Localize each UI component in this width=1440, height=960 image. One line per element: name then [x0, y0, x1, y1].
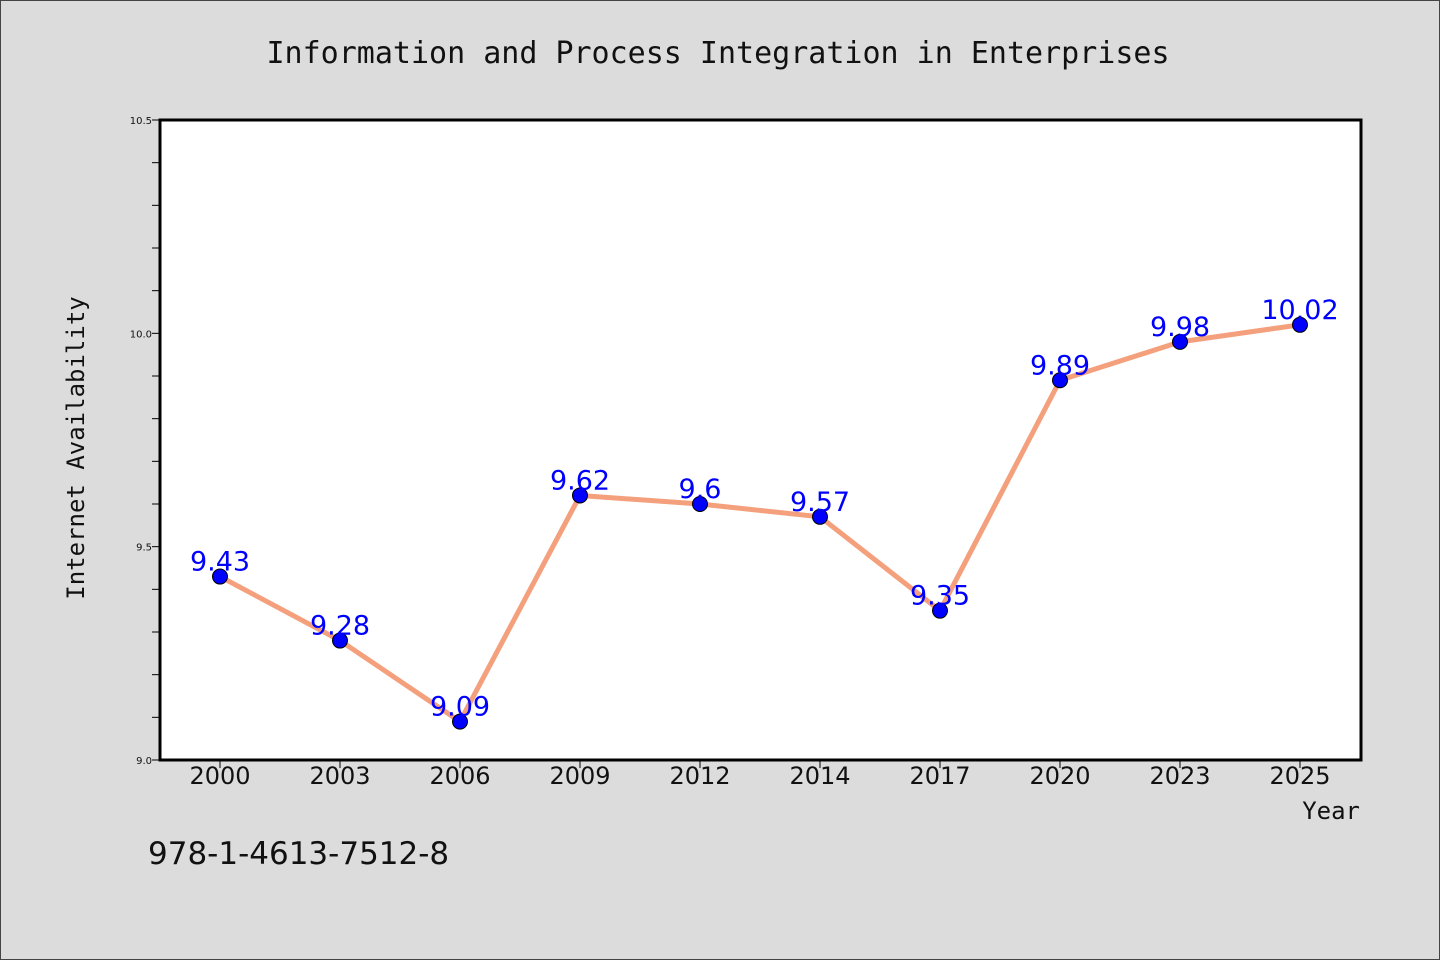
data-label: 9.57 — [790, 487, 850, 518]
series-line — [217, 322, 1303, 725]
plot-area — [158, 118, 1363, 762]
data-point — [452, 713, 468, 730]
x-tick-label: 2006 — [429, 762, 490, 790]
data-point — [572, 487, 588, 504]
series-group: 9.43 9.28 9.09 9.62 9.6 9.57 9.35 9.89 9.98 10.02 — [190, 295, 1339, 730]
x-tick-label: 2023 — [1149, 762, 1210, 790]
data-label: 9.43 — [190, 547, 250, 578]
data-label: 9.89 — [1030, 350, 1090, 381]
x-tick-label: 2000 — [189, 762, 250, 790]
data-point — [812, 508, 828, 525]
y-tick-label: 10.0 — [130, 329, 152, 340]
x-tick-label: 2003 — [309, 762, 370, 790]
data-label: 9.62 — [550, 465, 610, 496]
x-tick-label: 2012 — [669, 762, 730, 790]
data-label: 9.09 — [430, 692, 490, 723]
x-tick-label: 2025 — [1269, 762, 1330, 790]
isbn-label: 978-1-4613-7512-8 — [148, 836, 449, 872]
x-tick-label: 2009 — [549, 762, 610, 790]
data-point — [1292, 316, 1308, 333]
y-axis: 9.0 9.5 10.0 10.5 — [130, 116, 160, 767]
data-label: 10.02 — [1261, 295, 1338, 326]
data-label: 9.35 — [910, 581, 970, 612]
data-point — [692, 496, 708, 512]
data-point — [1052, 372, 1068, 389]
x-axis: 2000 2003 2006 2009 2012 2014 2017 2020 2023 2025 — [189, 760, 1331, 790]
data-label: 9.6 — [679, 474, 722, 505]
data-point — [332, 632, 348, 649]
y-tick-label: 9.5 — [136, 543, 152, 554]
y-axis-label: Internet Availability — [62, 296, 90, 599]
x-tick-label: 2020 — [1029, 762, 1090, 790]
data-label: 9.98 — [1150, 312, 1210, 343]
x-tick-label: 2017 — [909, 762, 970, 790]
y-tick-label: 9.0 — [136, 756, 152, 767]
x-tick-label: 2014 — [789, 762, 850, 790]
data-point — [932, 602, 948, 619]
x-axis-label: Year — [1302, 797, 1360, 825]
data-point — [212, 568, 228, 585]
data-point — [1172, 333, 1188, 350]
chart-title: Information and Process Integration in E… — [266, 36, 1169, 71]
y-tick-label: 10.5 — [130, 116, 152, 127]
data-label: 9.28 — [310, 611, 370, 642]
